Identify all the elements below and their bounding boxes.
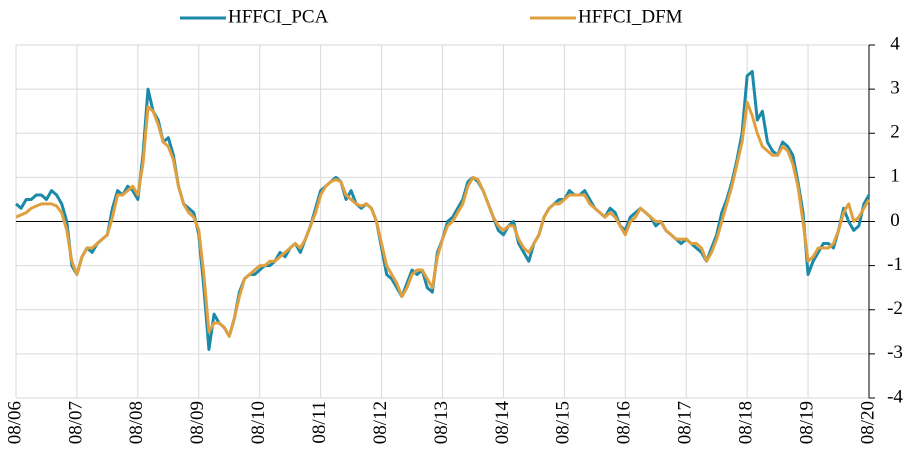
- legend-label: HFFCI_DFM: [578, 6, 683, 27]
- x-tick-label: 08/12: [370, 401, 391, 444]
- series-line: [15, 100, 871, 338]
- x-tick-label: 08/08: [126, 401, 147, 444]
- legend-label: HFFCI_PCA: [228, 6, 329, 27]
- x-tick-label: 08/19: [796, 401, 817, 444]
- x-tick-label: 08/16: [614, 401, 635, 444]
- x-tick-label: 08/18: [736, 401, 757, 444]
- y-tick-label: -2: [887, 298, 903, 319]
- y-tick-label: 0: [890, 210, 900, 231]
- x-tick-label: 08/09: [187, 401, 208, 444]
- y-tick-label: 4: [890, 33, 900, 54]
- x-tick-label: 08/17: [675, 401, 696, 444]
- y-tick-label: -1: [887, 254, 903, 275]
- x-tick-label: 08/13: [431, 401, 452, 444]
- y-tick-label: 3: [890, 77, 900, 98]
- x-tick-label: 08/07: [65, 401, 86, 444]
- y-tick-label: 1: [890, 166, 900, 187]
- x-tick-label: 08/10: [248, 401, 269, 444]
- x-tick-label: 08/15: [553, 401, 574, 444]
- y-tick-label: 2: [890, 122, 900, 143]
- x-tick-label: 08/06: [4, 401, 25, 444]
- x-tick-label: 08/20: [857, 401, 878, 444]
- x-tick-label: 08/11: [309, 401, 330, 444]
- y-tick-label: -3: [887, 342, 903, 363]
- y-tick-label: -4: [887, 386, 903, 407]
- x-tick-label: 08/14: [492, 401, 513, 445]
